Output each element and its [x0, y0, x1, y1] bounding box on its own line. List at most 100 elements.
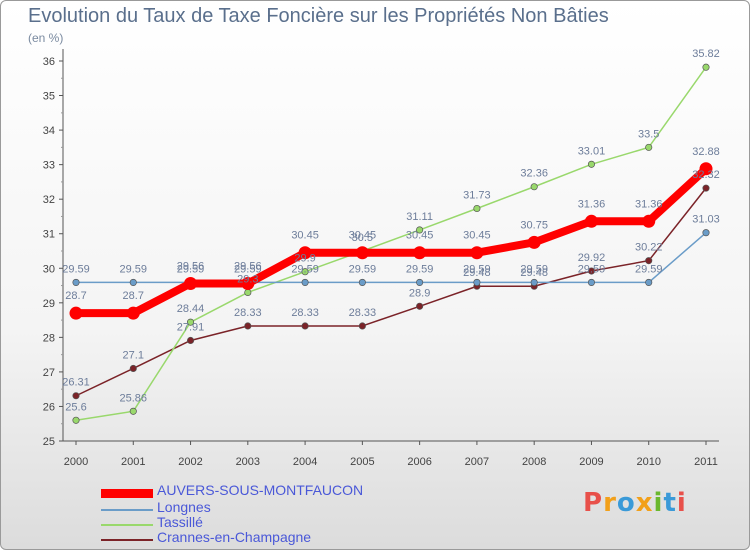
x-tick-label: 2007	[465, 456, 489, 468]
data-point	[186, 336, 195, 345]
data-point	[587, 160, 596, 168]
logo-letter: t	[663, 488, 677, 518]
y-tick-label: 26	[43, 401, 55, 413]
data-point	[413, 246, 427, 260]
data-label: 28.7	[123, 290, 144, 302]
data-point	[530, 183, 538, 191]
y-tick-label: 27	[43, 367, 55, 379]
data-point	[642, 214, 656, 228]
logo-letter: i	[676, 488, 687, 518]
series-line	[75, 66, 707, 422]
data-label: 29.59	[177, 263, 205, 275]
data-point	[699, 162, 713, 176]
data-label: 31.73	[463, 190, 491, 202]
data-point	[184, 276, 198, 290]
data-point	[72, 278, 80, 286]
data-point	[702, 184, 710, 192]
data-label: 30.45	[349, 230, 377, 242]
data-point	[301, 268, 309, 276]
data-point	[129, 364, 137, 373]
x-tick-label: 2000	[64, 456, 88, 468]
series-line	[75, 187, 707, 397]
logo-letter: i	[653, 488, 664, 518]
data-label: 30.22	[635, 242, 663, 254]
x-tick-label: 2006	[407, 456, 431, 468]
x-tick-label: 2009	[579, 456, 603, 468]
data-label: 25.86	[120, 392, 148, 404]
legend-swatch-longnes	[101, 509, 153, 511]
data-point	[244, 288, 252, 297]
x-tick-label: 2003	[236, 456, 260, 468]
data-label: 29.59	[62, 263, 90, 275]
data-label: 25.6	[65, 401, 86, 413]
data-label: 29.59	[349, 263, 377, 275]
logo-letter: o	[616, 488, 636, 518]
y-axis-unit: (en %)	[28, 31, 64, 45]
data-point	[301, 278, 309, 286]
legend-label-tassille: Tassillé	[157, 514, 203, 530]
data-point	[416, 302, 424, 310]
data-label: 29.59	[406, 263, 434, 275]
series-line	[76, 165, 709, 318]
data-label: 32.36	[520, 168, 548, 180]
data-point	[244, 322, 252, 330]
data-label: 29.59	[291, 263, 319, 275]
data-point	[530, 278, 538, 286]
data-label: 31.03	[692, 214, 720, 226]
data-point	[186, 318, 195, 326]
data-point	[470, 246, 484, 260]
data-point	[416, 226, 424, 234]
data-label: 32.32	[692, 169, 720, 181]
y-tick-label: 36	[43, 56, 55, 68]
data-point	[645, 278, 653, 286]
y-tick-label: 34	[43, 125, 55, 137]
logo-letter: x	[635, 488, 654, 518]
logo-letter: P	[583, 488, 604, 518]
data-point	[645, 257, 653, 265]
y-tick-label: 35	[43, 91, 55, 103]
chart-title: Evolution du Taux de Taxe Foncière sur l…	[28, 5, 609, 27]
x-tick-label: 2004	[293, 456, 317, 468]
data-point	[241, 276, 255, 290]
data-label: 29.59	[635, 263, 663, 275]
y-tick-label: 28	[43, 332, 55, 344]
x-tick-label: 2001	[121, 456, 145, 468]
y-tick-label: 29	[43, 298, 55, 310]
legend-label-crannes: Crannes-en-Champagne	[157, 529, 312, 545]
data-label: 29.59	[120, 263, 148, 275]
data-label: 28.7	[65, 290, 86, 302]
data-label: 28.33	[291, 307, 319, 319]
data-point	[527, 235, 541, 249]
data-point	[355, 246, 369, 260]
data-label: 28.33	[349, 307, 377, 319]
data-point	[416, 278, 424, 286]
legend-swatch-tassille	[101, 524, 153, 526]
data-label: 29.48	[520, 267, 548, 279]
data-point	[129, 407, 137, 415]
x-tick-label: 2005	[350, 456, 374, 468]
x-tick-label: 2002	[178, 456, 202, 468]
data-point	[129, 278, 137, 286]
data-point	[702, 229, 710, 237]
data-point	[69, 306, 83, 320]
data-label: 27.1	[123, 349, 144, 361]
data-label: 26.31	[62, 377, 90, 389]
data-point	[702, 63, 710, 71]
data-label: 31.11	[406, 211, 433, 223]
data-label: 30.5	[352, 232, 373, 244]
data-point	[584, 214, 598, 228]
logo-letter: r	[603, 488, 617, 518]
data-label: 29.59	[520, 263, 548, 275]
data-label: 28.44	[177, 303, 205, 315]
data-point	[358, 322, 366, 330]
data-label: 35.82	[692, 48, 720, 60]
y-tick-label: 30	[43, 263, 55, 275]
data-label: 29.92	[578, 252, 606, 264]
data-point	[587, 278, 596, 286]
data-label: 32.88	[692, 146, 720, 158]
data-label: 28.9	[409, 287, 430, 299]
data-point	[587, 267, 596, 275]
data-label: 31.36	[578, 198, 606, 210]
